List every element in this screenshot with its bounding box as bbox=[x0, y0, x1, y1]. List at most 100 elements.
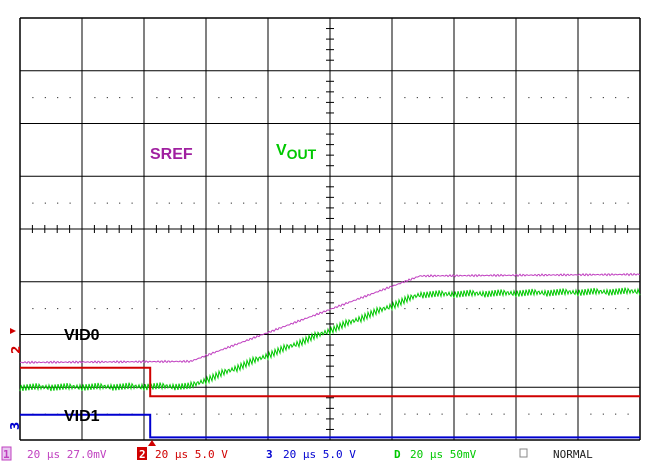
grid-dot bbox=[106, 97, 108, 99]
grid-dot bbox=[615, 202, 617, 204]
grid-dot bbox=[230, 413, 232, 415]
grid-dot bbox=[119, 97, 121, 99]
grid-dot bbox=[602, 202, 604, 204]
grid-dot bbox=[429, 202, 431, 204]
grid-dot bbox=[590, 413, 592, 415]
grid-dot bbox=[305, 413, 307, 415]
grid-dot bbox=[615, 413, 617, 415]
grid-dot bbox=[317, 413, 319, 415]
grid-dot bbox=[478, 308, 480, 310]
grid-dot bbox=[528, 202, 530, 204]
grid-dot bbox=[553, 202, 555, 204]
grid-dot bbox=[553, 97, 555, 99]
grid-dot bbox=[94, 97, 96, 99]
grid-dot bbox=[441, 202, 443, 204]
grid-dot bbox=[57, 202, 59, 204]
grid-dot bbox=[255, 308, 257, 310]
grid-dot bbox=[354, 413, 356, 415]
grid-dot bbox=[69, 308, 71, 310]
ch2-num: 2 bbox=[139, 448, 146, 461]
grid-dot bbox=[181, 308, 183, 310]
sref-label: SREF bbox=[150, 146, 193, 163]
ch2-settings: 20 μs 5.0 V bbox=[155, 448, 228, 461]
vout-label-sub: OUT bbox=[287, 146, 317, 162]
ch2-num-box bbox=[137, 447, 147, 460]
ch4-settings: 20 μs 50mV bbox=[410, 448, 477, 461]
ch3-num: 3 bbox=[266, 448, 273, 461]
grid-dot bbox=[44, 97, 46, 99]
grid-dot bbox=[342, 202, 344, 204]
grid-dot bbox=[230, 202, 232, 204]
grid-dot bbox=[354, 97, 356, 99]
grid-dot bbox=[292, 413, 294, 415]
grid-dot bbox=[466, 202, 468, 204]
grid-dot bbox=[255, 202, 257, 204]
grid-dot bbox=[317, 97, 319, 99]
grid-dot bbox=[354, 202, 356, 204]
grid-dot bbox=[106, 202, 108, 204]
ch2-marker-label: 2 bbox=[9, 346, 23, 354]
grid-dot bbox=[243, 97, 245, 99]
grid-dot bbox=[156, 308, 158, 310]
grid-dot bbox=[565, 308, 567, 310]
grid-dot bbox=[627, 97, 629, 99]
grid-dot bbox=[255, 97, 257, 99]
grid-dot bbox=[379, 413, 381, 415]
grid-dot bbox=[218, 308, 220, 310]
grid-dot bbox=[230, 97, 232, 99]
grid-dot bbox=[528, 413, 530, 415]
grid-dot bbox=[280, 413, 282, 415]
grid-dot bbox=[540, 308, 542, 310]
grid-dot bbox=[156, 413, 158, 415]
grid-dot bbox=[553, 308, 555, 310]
grid-dot bbox=[466, 97, 468, 99]
trace-vid0 bbox=[20, 366, 640, 398]
grid-dot bbox=[69, 97, 71, 99]
grid-dot bbox=[305, 308, 307, 310]
grid-dot bbox=[342, 97, 344, 99]
grid-dot bbox=[317, 202, 319, 204]
grid-dot bbox=[168, 202, 170, 204]
grid-dot bbox=[243, 308, 245, 310]
grid-dot bbox=[602, 97, 604, 99]
grid-dot bbox=[280, 202, 282, 204]
grid-dot bbox=[528, 97, 530, 99]
mode-checkbox-icon bbox=[519, 448, 528, 458]
grid-dot bbox=[181, 413, 183, 415]
ch2-ground-marker bbox=[10, 328, 16, 334]
vout-label: VOUT bbox=[276, 142, 317, 162]
grid-dot bbox=[602, 308, 604, 310]
grid-dot bbox=[540, 202, 542, 204]
grid-dot bbox=[32, 97, 34, 99]
grid-dot bbox=[119, 202, 121, 204]
grid-dot bbox=[367, 308, 369, 310]
grid-dot bbox=[429, 308, 431, 310]
grid-dot bbox=[466, 308, 468, 310]
grid-dot bbox=[565, 202, 567, 204]
grid-dot bbox=[503, 413, 505, 415]
grid-dot bbox=[119, 308, 121, 310]
grid-dot bbox=[292, 97, 294, 99]
grid-dot bbox=[354, 308, 356, 310]
grid-dot bbox=[379, 97, 381, 99]
grid-dot bbox=[106, 308, 108, 310]
grid-dot bbox=[540, 97, 542, 99]
grid-dot bbox=[255, 413, 257, 415]
grid-dot bbox=[57, 97, 59, 99]
grid-dot bbox=[243, 202, 245, 204]
grid-dot bbox=[44, 202, 46, 204]
acquisition-mode: NORMAL bbox=[553, 448, 593, 461]
grid-dot bbox=[416, 308, 418, 310]
trace-sref bbox=[19, 272, 640, 365]
grid-dot bbox=[193, 97, 195, 99]
grid-dot bbox=[503, 308, 505, 310]
grid-dot bbox=[69, 202, 71, 204]
grid-dot bbox=[280, 308, 282, 310]
grid-dot bbox=[292, 202, 294, 204]
grid-dot bbox=[243, 413, 245, 415]
grid-dot bbox=[168, 308, 170, 310]
trace-vout bbox=[19, 287, 641, 392]
grid-dot bbox=[181, 202, 183, 204]
grid-dot bbox=[416, 97, 418, 99]
trace-vid1 bbox=[20, 413, 640, 439]
